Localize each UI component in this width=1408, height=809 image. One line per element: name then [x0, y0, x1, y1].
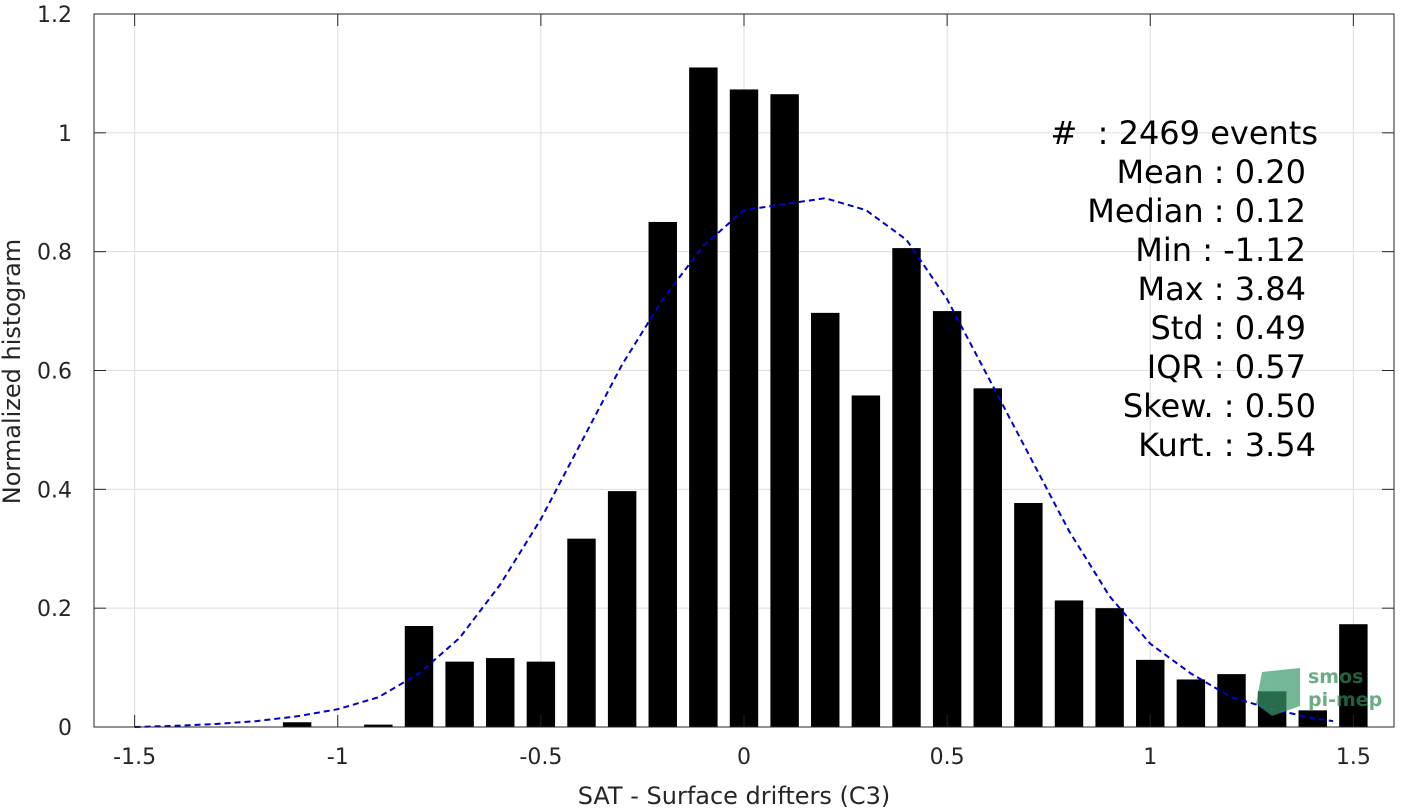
x-tick-label: -1.5 [113, 745, 156, 770]
histogram-bar [729, 89, 759, 727]
stat-line: Mean : 0.20 [1116, 153, 1306, 191]
normal-fit-curve [134, 197, 1334, 728]
x-tick-label: -1 [327, 745, 349, 770]
histogram-bar [770, 94, 799, 727]
histogram-bars [282, 67, 1368, 728]
stat-line: IQR : 0.57 [1147, 348, 1306, 386]
histogram-bar [1217, 674, 1246, 727]
logo-text-smos: smos [1308, 666, 1363, 688]
axis-ticks [94, 13, 1394, 728]
histogram-bar [1339, 624, 1368, 727]
stat-line: Std : 0.49 [1150, 309, 1306, 347]
logo-shield-icon [1256, 668, 1300, 716]
y-tick-label: 0.6 [37, 360, 72, 385]
x-tick-labels: -1.5 -1 -0.5 0 0.5 1 1.5 [113, 745, 1371, 770]
histogram-bar [689, 67, 718, 728]
histogram-bar [811, 312, 840, 727]
histogram-bar [567, 538, 596, 727]
histogram-bar [648, 221, 677, 728]
y-tick-label: 1.2 [37, 3, 72, 28]
histogram-bar [404, 625, 434, 727]
x-tick-label: -0.5 [519, 745, 562, 770]
stat-line: Median : 0.12 [1087, 192, 1306, 230]
smos-pi-mep-logo: smos pi-mep [1256, 666, 1382, 716]
x-tick-label: 0.5 [930, 745, 965, 770]
histogram-bar [607, 491, 637, 727]
y-tick-label: 0 [58, 716, 72, 741]
stat-line: Min : -1.12 [1135, 231, 1306, 269]
y-tick-labels: 0 0.2 0.4 0.6 0.8 1 1.2 [37, 3, 72, 741]
stat-line: # : 2469 events [1050, 114, 1318, 152]
y-axis-label: Normalized histogram [0, 239, 26, 504]
stat-line: Skew. : 0.50 [1123, 387, 1316, 425]
x-tick-label: 1 [1143, 745, 1157, 770]
x-tick-label: 1.5 [1336, 745, 1371, 770]
histogram-bar [1176, 679, 1206, 727]
histogram-bar [851, 395, 881, 727]
histogram-bar [1054, 600, 1084, 727]
histogram-bar [932, 311, 962, 727]
logo-text-pimep: pi-mep [1308, 689, 1382, 711]
x-axis-label: SAT - Surface drifters (C3) [578, 782, 891, 809]
y-tick-label: 0.4 [37, 478, 72, 503]
x-tick-label: 0 [737, 745, 751, 770]
y-tick-label: 0.2 [37, 597, 72, 622]
y-tick-label: 0.8 [37, 241, 72, 266]
histogram-bar [445, 661, 474, 727]
histogram-bar [282, 722, 312, 727]
stat-line: Max : 3.84 [1137, 270, 1306, 308]
histogram-bar [486, 658, 515, 727]
histogram-bar [892, 248, 921, 727]
y-tick-label: 1 [58, 122, 72, 147]
histogram-bar [1014, 502, 1043, 727]
stat-line: Kurt. : 3.54 [1138, 426, 1316, 464]
histogram-bar [1095, 608, 1124, 727]
histogram-bar [973, 388, 1002, 727]
histogram-bar [364, 724, 393, 727]
